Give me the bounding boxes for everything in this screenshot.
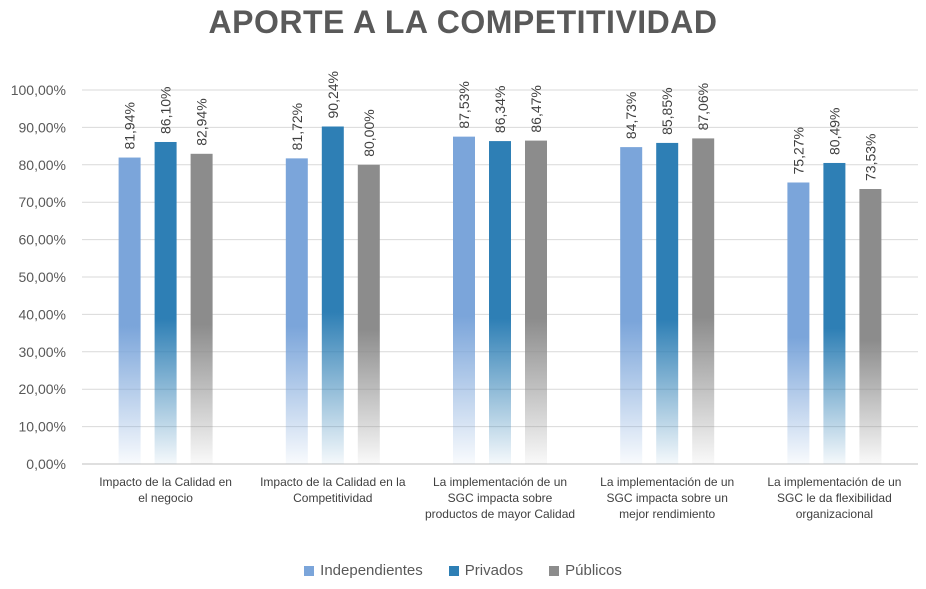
x-category-label: Impacto de la Calidad en el negocio	[99, 475, 232, 505]
legend-item-independientes[interactable]: Independientes	[304, 562, 423, 579]
data-label: 80,49%	[826, 107, 842, 154]
data-label: 86,34%	[492, 86, 508, 133]
data-label: 73,53%	[862, 134, 878, 181]
bars	[118, 126, 882, 465]
y-tick-label: 30,00%	[19, 344, 66, 360]
y-tick-label: 0,00%	[26, 456, 66, 472]
data-label: 82,94%	[194, 98, 210, 145]
bar-independientes-4[interactable]	[620, 147, 643, 464]
data-label: 80,00%	[361, 109, 377, 156]
bar-independientes-3[interactable]	[453, 136, 475, 464]
x-axis: Impacto de la Calidad en el negocio Impact…	[99, 475, 901, 521]
legend-swatch-independientes	[304, 565, 315, 576]
data-label: 84,73%	[623, 92, 639, 139]
y-tick-label: 50,00%	[19, 269, 66, 285]
bar-privados-5[interactable]	[823, 162, 846, 464]
x-category-label: La implementación de un SGC impacta sobre…	[600, 475, 734, 521]
bar-independientes-1[interactable]	[118, 157, 141, 464]
legend-swatch-publicos	[549, 565, 560, 576]
y-axis: 0,00% 10,00% 20,00% 30,00% 40,00% 50,00% 60,00…	[11, 82, 66, 472]
y-tick-label: 60,00%	[19, 232, 66, 248]
bar-publicos-5[interactable]	[859, 188, 882, 464]
bar-independientes-5[interactable]	[787, 182, 810, 464]
data-label: 90,24%	[325, 71, 341, 118]
bar-privados-4[interactable]	[656, 142, 679, 464]
bar-privados-3[interactable]	[489, 141, 511, 465]
legend-item-privados[interactable]: Privados	[448, 562, 524, 579]
legend: Independientes Privados Públicos	[0, 562, 926, 579]
bar-independientes-2[interactable]	[285, 158, 308, 465]
y-tick-label: 70,00%	[19, 194, 66, 210]
data-label: 81,94%	[122, 102, 138, 149]
legend-item-publicos[interactable]: Públicos	[549, 562, 622, 579]
x-category-label: La implementación de un SGC impacta sobre…	[425, 475, 575, 521]
data-labels: 81,94% 86,10% 82,94% 81,72% 90,24% 80,00% 87,5…	[122, 71, 879, 181]
bar-privados-2[interactable]	[321, 126, 344, 464]
y-tick-label: 20,00%	[19, 381, 66, 397]
legend-swatch-privados	[448, 565, 459, 576]
x-category-label: Impacto de la Calidad en la Competitivida…	[260, 475, 406, 505]
bar-publicos-2[interactable]	[357, 164, 380, 465]
data-label: 81,72%	[289, 103, 305, 150]
y-tick-label: 100,00%	[11, 82, 66, 98]
y-tick-label: 40,00%	[19, 306, 66, 322]
y-tick-label: 10,00%	[19, 419, 66, 435]
legend-label-publicos: Públicos	[565, 562, 622, 579]
data-label: 87,53%	[456, 81, 472, 128]
bar-publicos-1[interactable]	[190, 153, 213, 465]
data-label: 75,27%	[790, 127, 806, 174]
data-label: 86,10%	[158, 87, 174, 134]
legend-label-privados: Privados	[464, 562, 524, 579]
y-tick-label: 80,00%	[19, 157, 66, 173]
y-tick-label: 90,00%	[19, 119, 66, 135]
bar-publicos-3[interactable]	[525, 140, 547, 464]
data-label: 86,47%	[528, 85, 544, 132]
legend-label-independientes: Independientes	[320, 562, 423, 579]
bar-publicos-4[interactable]	[692, 138, 715, 464]
data-label: 85,85%	[659, 87, 675, 134]
x-category-label: La implementación de un SGC le da flexibi…	[767, 475, 901, 521]
data-label: 87,06%	[695, 83, 711, 130]
bar-privados-1[interactable]	[154, 141, 177, 464]
chart-title: APORTE A LA COMPETITIVIDAD	[208, 4, 718, 40]
